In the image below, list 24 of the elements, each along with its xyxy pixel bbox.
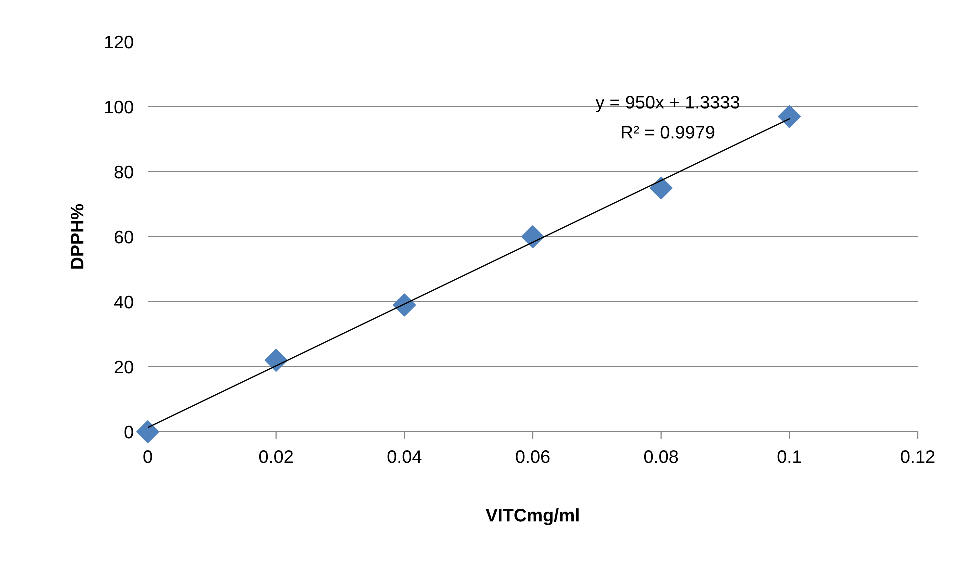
annotation: R² = 0.9979 <box>622 126 715 139</box>
x-tick-label: 0.04 <box>388 450 422 464</box>
x-tick-label: 0 <box>144 450 152 464</box>
y-tick-label: 120 <box>105 36 134 49</box>
point <box>136 420 160 444</box>
x-axis-title: VITCmg/ml <box>486 508 579 526</box>
y-tick-label: 20 <box>114 360 134 374</box>
y-tick-label: 40 <box>114 296 134 309</box>
y-tick-label: 100 <box>105 100 134 114</box>
annotation: y = 950x + 1.3333 <box>596 96 740 112</box>
y-axis-title: DPPH% <box>71 204 84 269</box>
x-tick-label: 0.06 <box>516 450 550 464</box>
y-tick-label: 60 <box>114 230 134 244</box>
y-tick-label: 80 <box>114 166 134 179</box>
x-tick-label: 0.1 <box>778 450 802 464</box>
x-tick-label: 0.08 <box>644 450 678 464</box>
y-tick-label: 0 <box>124 426 134 439</box>
point <box>264 349 288 372</box>
point <box>778 105 802 128</box>
point <box>650 176 673 200</box>
x-tick-label: 0.12 <box>901 450 935 464</box>
x-tick-label: 0.02 <box>259 450 293 464</box>
point <box>393 294 416 317</box>
point <box>522 226 544 248</box>
